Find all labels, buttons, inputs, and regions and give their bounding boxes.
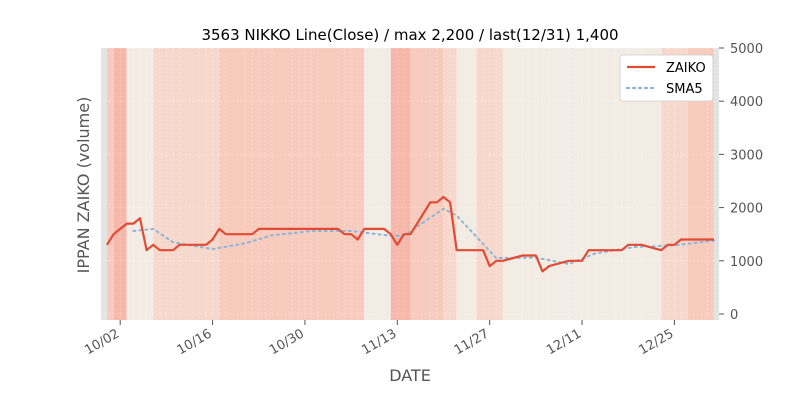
x-tick-label: 11/27	[452, 326, 492, 358]
y-tick-label: 0	[730, 308, 738, 323]
y-tick-label: 3000	[730, 148, 763, 163]
y-axis-label: IPPAN ZAIKO (volume)	[74, 97, 93, 274]
legend-label: ZAIKO	[666, 61, 706, 76]
x-tick-label: 10/02	[82, 326, 122, 358]
background-band	[714, 48, 719, 320]
background-band	[364, 48, 391, 320]
x-tick-label: 11/13	[359, 326, 399, 358]
x-axis-label: DATE	[389, 366, 431, 385]
legend: ZAIKO SMA5	[619, 54, 714, 102]
background-band	[390, 48, 411, 320]
x-tick-label: 12/11	[544, 326, 584, 358]
legend-label: SMA5	[666, 82, 703, 97]
plot-area: 0 1000 2000 3000 4000 5000 10/02 10/16 10/30 11/1…	[82, 42, 763, 358]
y-tick-label: 2000	[730, 202, 763, 217]
background-band	[101, 48, 107, 320]
background-band	[153, 48, 220, 320]
background-band	[410, 48, 444, 320]
y-tick-label: 4000	[730, 95, 763, 110]
y-tick-label: 1000	[730, 255, 763, 270]
x-tick-label: 10/30	[267, 326, 307, 358]
x-tick-label: 12/25	[636, 326, 676, 358]
chart-title: 3563 NIKKO Line(Close) / max 2,200 / las…	[201, 26, 618, 44]
background-band	[456, 48, 477, 320]
zaiko-line	[106, 195, 714, 273]
x-tick-label: 10/16	[175, 326, 215, 358]
background-band	[107, 48, 114, 320]
y-tick-label: 5000	[730, 42, 763, 57]
